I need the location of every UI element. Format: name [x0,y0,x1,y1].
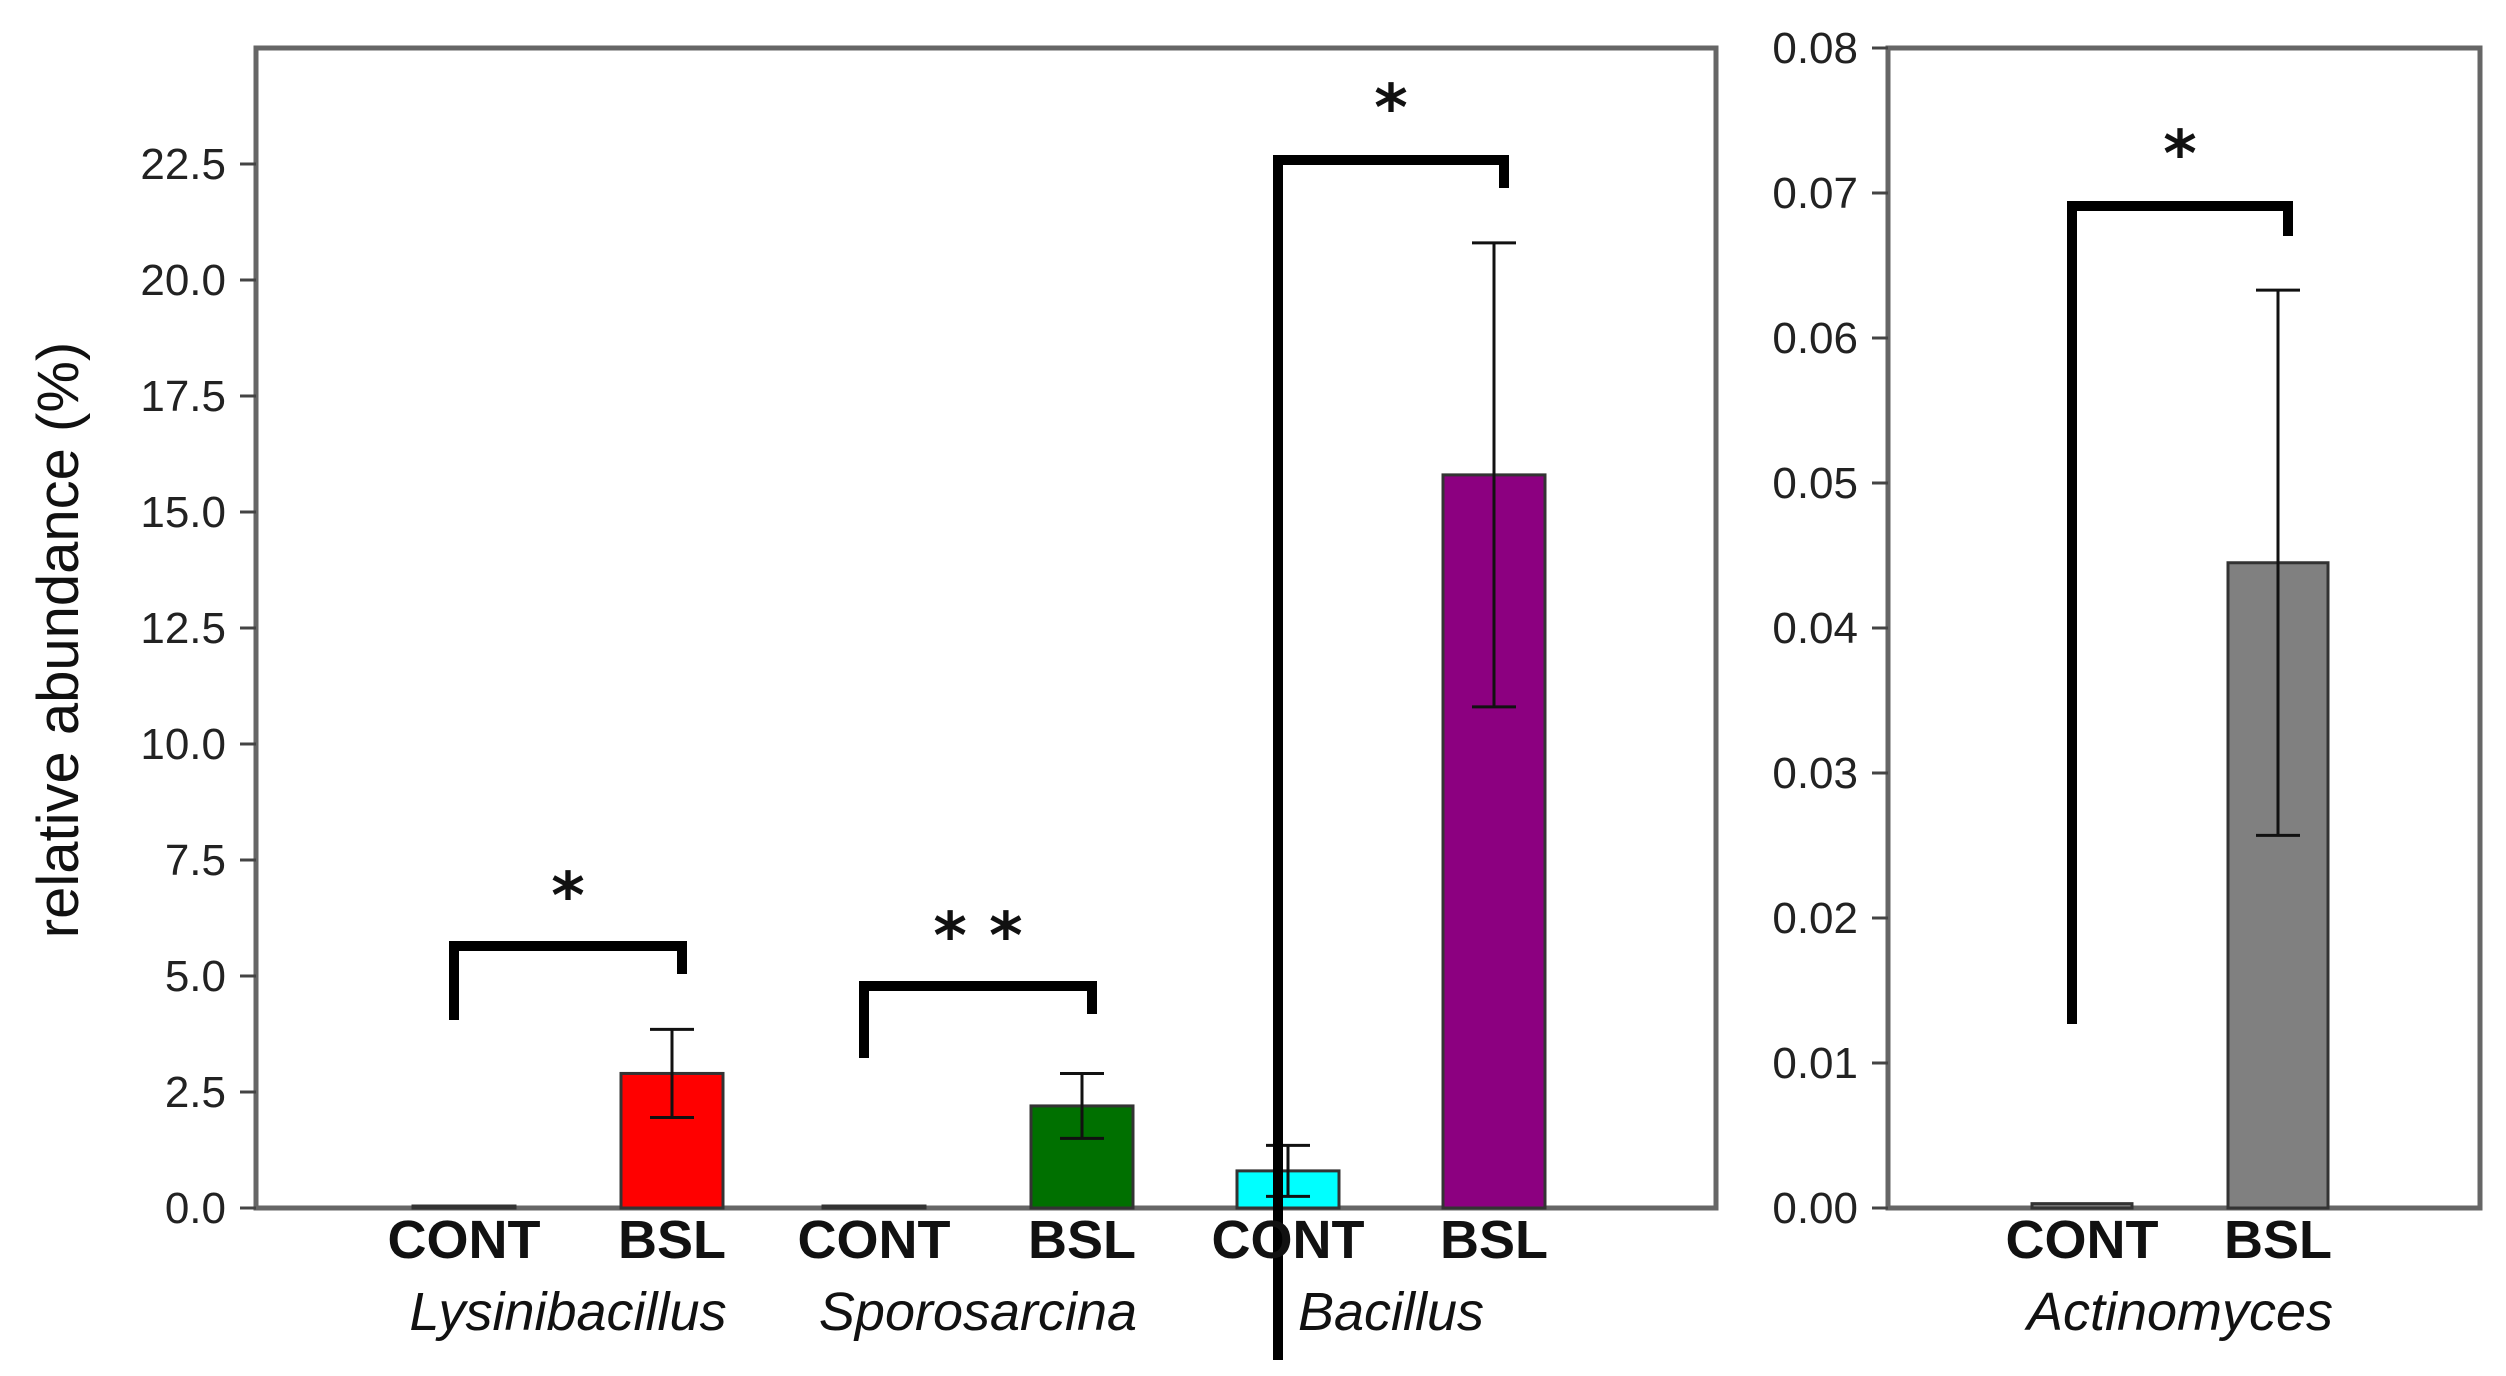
genus-label: Bacillus [1298,1282,1484,1342]
bar-actinomyces-bsl [2226,561,2330,1210]
x-tick-label: BSL [618,1210,726,1270]
x-tick-label: CONT [798,1210,951,1270]
y-tick-label: 0.08 [1772,24,1858,73]
right-significance: * [2067,118,2293,1024]
y-tick-label: 17.5 [140,372,226,421]
right-x-labels: CONT BSL Actinomyces [2006,1210,2334,1342]
x-tick-label: BSL [1440,1210,1548,1270]
x-tick-label: CONT [388,1210,541,1270]
significance-marker: * * [933,900,1022,974]
x-tick-label: BSL [1028,1210,1136,1270]
y-tick-label: 0.02 [1772,894,1858,943]
y-tick-label: 5.0 [165,952,226,1001]
significance-bracket [1273,155,1509,1360]
y-tick-label: 0.01 [1772,1039,1858,1088]
genus-label: Lysinibacillus [409,1282,726,1342]
y-tick-label: 12.5 [140,604,226,653]
x-tick-label: CONT [2006,1210,2159,1270]
y-tick-label: 2.5 [165,1068,226,1117]
significance-marker: * [2163,118,2196,192]
y-tick-label: 15.0 [140,488,226,537]
y-tick-label: 0.0 [165,1184,226,1233]
left-y-axis: 0.0 2.5 5.0 7.5 10.0 12.5 15.0 17.5 20.0 22.5 [140,140,256,1233]
left-panel: 0.0 2.5 5.0 7.5 10.0 12.5 15.0 17.5 20.0 22.5 * * … [26,45,1719,1360]
y-tick-label: 20.0 [140,256,226,305]
genus-label: Sporosarcina [819,1282,1137,1342]
bar-sporosarcina-cont [821,1204,927,1210]
significance-bracket [859,981,1097,1058]
bar-lysinibacillus-cont [411,1204,517,1210]
significance-bracket [2067,201,2293,1024]
y-tick-label: 7.5 [165,836,226,885]
y-tick-label: 0.00 [1772,1184,1858,1233]
left-x-labels: CONT BSL Lysinibacillus CONT BSL Sporosarcina… [388,1210,1548,1342]
right-bars [2030,288,2330,1210]
y-tick-label: 0.05 [1772,459,1858,508]
y-tick-label: 0.03 [1772,749,1858,798]
y-tick-label: 0.07 [1772,169,1858,218]
left-bars [411,241,1547,1210]
right-panel: 0.00 0.01 0.02 0.03 0.04 0.05 0.06 0.07 0.08 * C… [1772,24,2483,1342]
x-tick-label: CONT [1212,1210,1365,1270]
y-tick-label: 10.0 [140,720,226,769]
y-tick-label: 0.06 [1772,314,1858,363]
left-significance: * * * * [449,72,1509,1360]
bar-actinomyces-cont [2030,1202,2134,1210]
significance-marker: * [1374,72,1407,146]
x-tick-label: BSL [2224,1210,2332,1270]
y-tick-label: 22.5 [140,140,226,189]
y-tick-label: 0.04 [1772,604,1858,653]
significance-marker: * [551,860,584,934]
genus-label: Actinomyces [2024,1282,2333,1342]
y-axis-title: relative abundance (%) [26,342,91,938]
significance-bracket [449,941,687,1020]
right-y-axis: 0.00 0.01 0.02 0.03 0.04 0.05 0.06 0.07 0.08 [1772,24,1888,1233]
